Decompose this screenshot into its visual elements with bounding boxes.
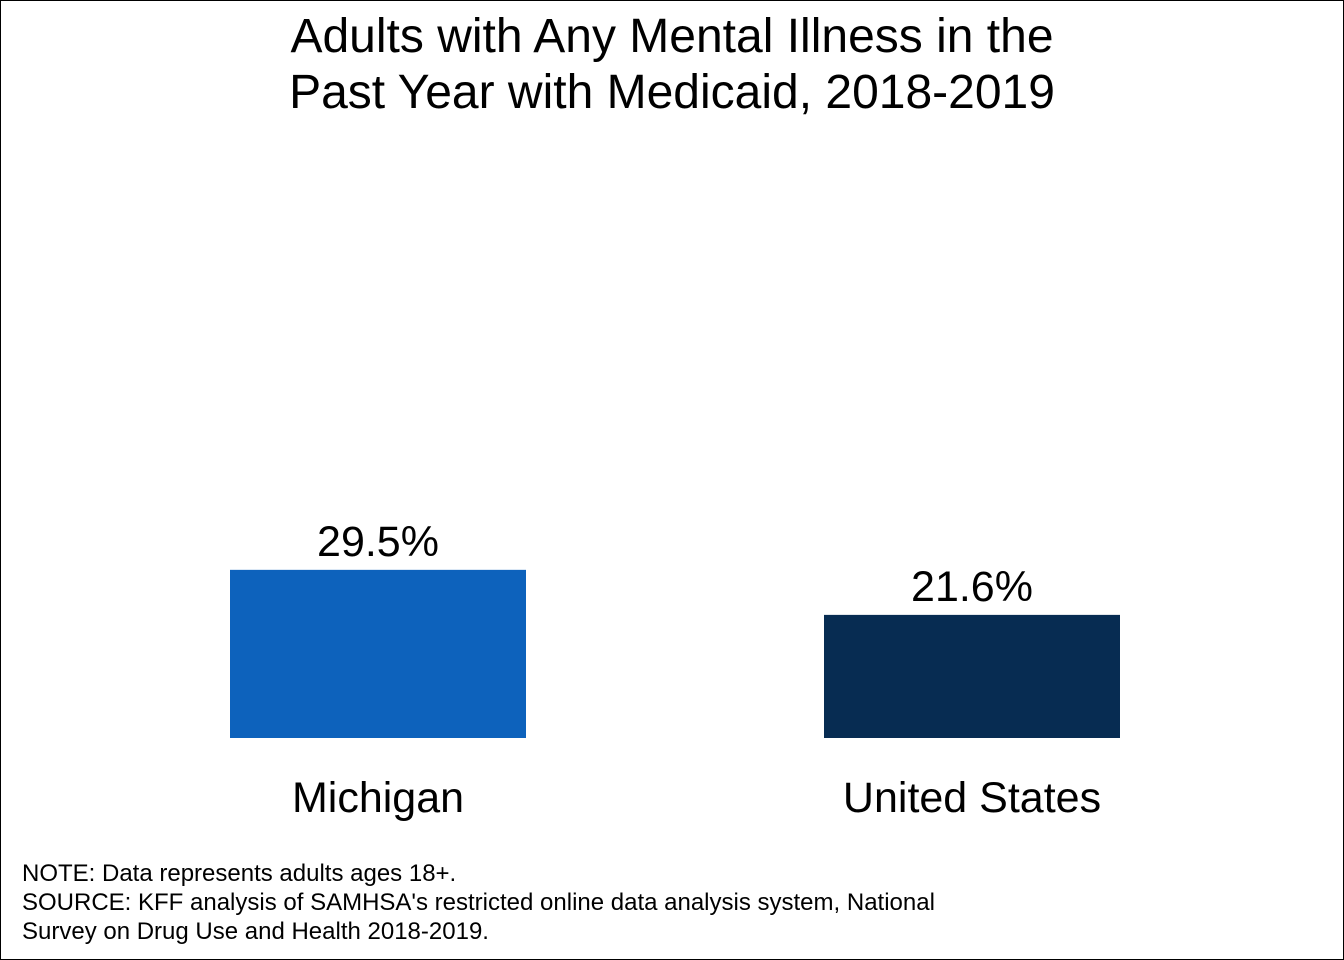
chart-title-line-2: Past Year with Medicaid, 2018-2019	[289, 66, 1055, 119]
chart-title-line-1: Adults with Any Mental Illness in the	[290, 10, 1054, 63]
value-labels-group: 29.5% 21.6%	[317, 518, 1033, 611]
bar-michigan	[230, 569, 526, 738]
source-text-line-2: Survey on Drug Use and Health 2018-2019.	[22, 918, 489, 945]
value-label-united-states: 21.6%	[911, 563, 1033, 611]
value-label-michigan: 29.5%	[317, 518, 439, 566]
bar-united-states	[824, 614, 1120, 738]
category-label-michigan: Michigan	[292, 774, 464, 822]
note-text: NOTE: Data represents adults ages 18+.	[22, 860, 457, 887]
footnotes: NOTE: Data represents adults ages 18+. S…	[22, 859, 1222, 946]
source-text-line-1: SOURCE: KFF analysis of SAMHSA's restric…	[22, 889, 935, 916]
bars-group	[230, 569, 1120, 738]
category-label-united-states: United States	[843, 774, 1101, 822]
chart-title: Adults with Any Mental Illness in the Pa…	[1, 9, 1343, 121]
category-labels-group: Michigan United States	[292, 774, 1101, 822]
